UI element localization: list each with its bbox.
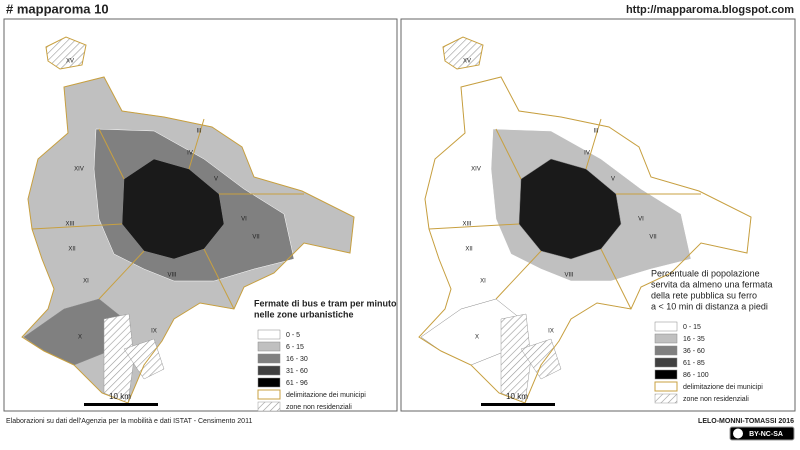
municipio-label: X: [78, 335, 82, 341]
legend-label: 36 - 60: [683, 348, 705, 355]
legend-label: 61 - 96: [286, 380, 308, 387]
non-residential-zone: [103, 313, 135, 404]
legend-label: 0 - 5: [286, 332, 300, 339]
legend-label: 61 - 85: [683, 360, 705, 367]
legend-label: 6 - 15: [286, 344, 304, 351]
non-residential-zone: [520, 338, 562, 380]
municipio-label: VI: [241, 217, 247, 223]
municipio-label: XIV: [74, 167, 84, 173]
municipio-label: XIII: [65, 222, 74, 228]
municipi-boundary: [21, 76, 355, 404]
legend-title: a < 10 min di distanza a piedi: [651, 301, 768, 311]
panel-frame: [3, 18, 398, 412]
legend-title: Fermate di bus e tram per minuto: [254, 298, 397, 308]
municipio-label: XI: [480, 279, 486, 285]
map-panel: XV XIV XIII XII XI X IX VIII VII VI V IV III Percentu…: [418, 36, 773, 406]
legend-swatch: [654, 345, 678, 356]
scale-bar: [481, 403, 555, 406]
zone-group: [121, 158, 225, 260]
legend-label: zone non residenziali: [286, 404, 352, 411]
municipality-islet: [442, 36, 484, 70]
source-note: Elaborazioni su dati dell'Agenzia per la…: [6, 418, 252, 425]
legend-title: della rete pubblica su ferro: [651, 290, 757, 300]
scale-label: 10 km: [506, 392, 528, 401]
legend-label: delimitazione dei municipi: [286, 392, 366, 399]
municipio-label: XI: [83, 279, 89, 285]
scale-bar: [84, 403, 158, 406]
legend-label: 31 - 60: [286, 368, 308, 375]
municipio-label: X: [475, 335, 479, 341]
municipio-label: V: [214, 177, 218, 183]
legend-swatch: [257, 329, 281, 340]
municipio-label: III: [196, 129, 201, 135]
legend-label: zone non residenziali: [683, 396, 749, 403]
municipio-label: VI: [638, 217, 644, 223]
legend-swatch: [257, 389, 281, 400]
legend-swatch: [257, 401, 281, 412]
municipio-label: VIII: [167, 273, 176, 279]
credit: LELO-MONNI-TOMASSI 2016: [698, 418, 794, 425]
municipio-label: IX: [548, 329, 554, 335]
municipio-label: XV: [66, 59, 74, 65]
legend-swatch: [654, 333, 678, 344]
license-text: BY-NC-SA: [749, 431, 783, 438]
panel-frame: [400, 18, 796, 412]
cc-icon: [733, 428, 743, 439]
municipio-label: XII: [465, 247, 473, 253]
municipi-boundary: [418, 76, 752, 404]
municipio-label: XIII: [462, 222, 471, 228]
municipio-label: IX: [151, 329, 157, 335]
municipio-label: V: [611, 177, 615, 183]
legend-label: 16 - 30: [286, 356, 308, 363]
scale-label: 10 km: [109, 392, 131, 401]
legend-swatch: [257, 377, 281, 388]
municipio-label: XII: [68, 247, 76, 253]
map-panel: XV XIV XIII XII XI X IX VIII VII VI V IV III Fermate …: [21, 36, 397, 412]
blog-url: http://mapparoma.blogspot.com: [626, 4, 794, 16]
legend-label: delimitazione dei municipi: [683, 384, 763, 391]
license-badge: [729, 426, 795, 441]
legend-swatch: [257, 341, 281, 352]
legend-swatch: [654, 393, 678, 404]
legend-title: servita da almeno una fermata: [651, 279, 773, 289]
municipio-label: III: [593, 129, 598, 135]
page-title: # mapparoma 10: [6, 1, 109, 16]
municipality-islet: [45, 36, 87, 70]
legend-swatch: [257, 365, 281, 376]
legend-label: 0 - 15: [683, 324, 701, 331]
legend-swatch: [654, 321, 678, 332]
non-residential-zone: [123, 338, 165, 380]
legend-swatch: [654, 357, 678, 368]
non-residential-zone: [500, 313, 532, 404]
municipio-label: VIII: [564, 273, 573, 279]
zone-group: [518, 158, 622, 260]
municipio-label: XV: [463, 59, 471, 65]
legend-swatch: [257, 353, 281, 364]
legend-title: Percentuale di popolazione: [651, 268, 760, 278]
legend-label: 86 - 100: [683, 372, 709, 379]
municipio-label: VII: [649, 235, 657, 241]
municipio-label: VII: [252, 235, 260, 241]
legend-swatch: [654, 381, 678, 392]
municipio-label: IV: [584, 151, 590, 157]
legend-swatch: [654, 369, 678, 380]
legend-title: nelle zone urbanistiche: [254, 309, 354, 319]
municipio-label: XIV: [471, 167, 481, 173]
municipio-label: IV: [187, 151, 193, 157]
legend-label: 16 - 35: [683, 336, 705, 343]
